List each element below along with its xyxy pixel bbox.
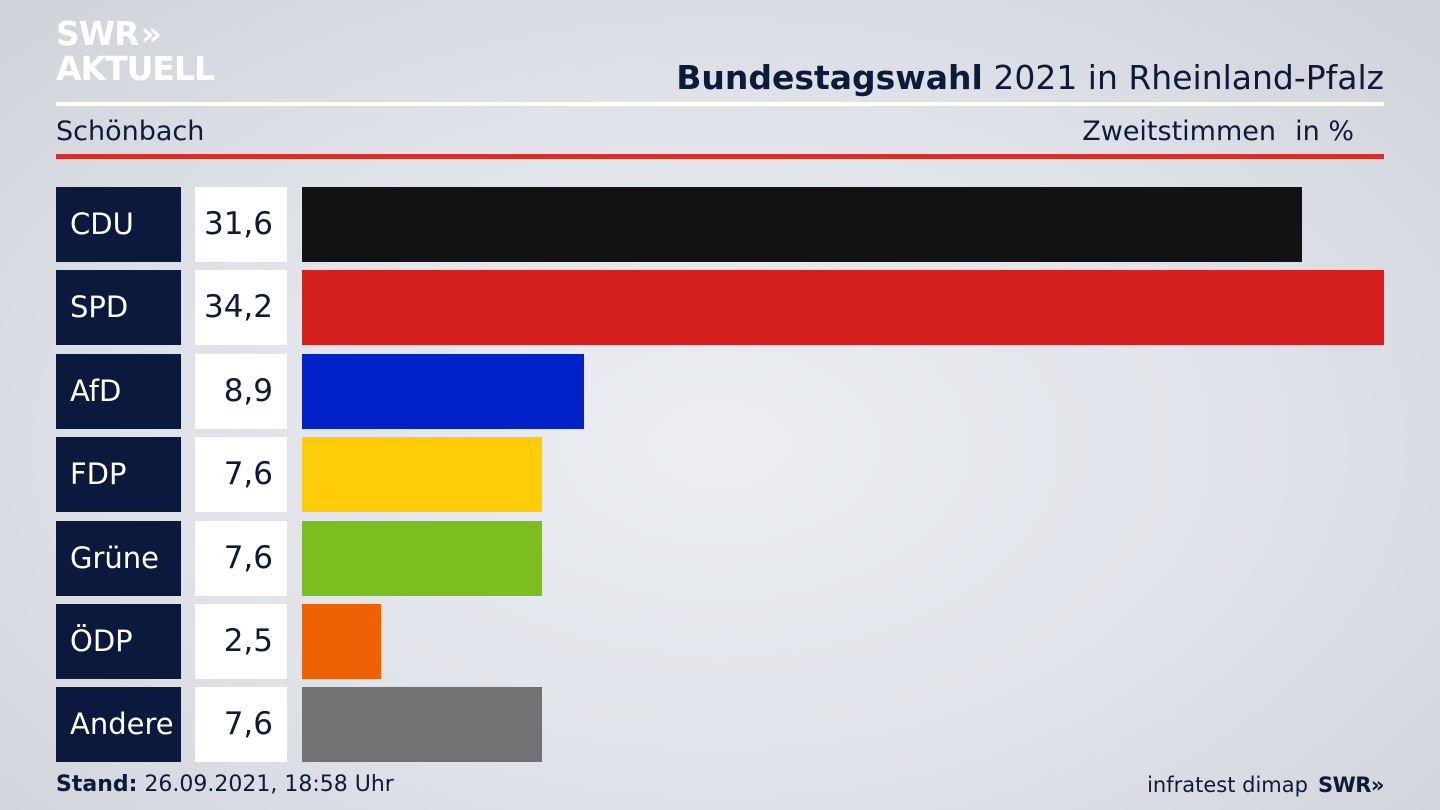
party-label--dp: ÖDP	[56, 604, 181, 679]
value-label-gr-ne: 7,6	[195, 521, 287, 596]
timestamp: Stand: 26.09.2021, 18:58 Uhr	[56, 770, 394, 800]
swr-aktuell-logo: SWR» AKTUELL	[56, 14, 215, 88]
chevron-right-icon: »	[1370, 773, 1385, 797]
swr-footer-logo: SWR»	[1317, 773, 1385, 797]
value-label-spd: 34,2	[195, 270, 287, 345]
region-subtitle: Schönbach	[56, 116, 205, 147]
party-label-gr-ne: Grüne	[56, 521, 181, 596]
source-label: infratest dimap	[1147, 773, 1308, 797]
vote-type-label: Zweitstimmen	[1082, 116, 1276, 147]
unit-label: in %	[1295, 116, 1354, 147]
stand-value: 26.09.2021, 18:58 Uhr	[137, 772, 394, 797]
accent-divider	[56, 154, 1384, 159]
title-rest: 2021 in Rheinland-Pfalz	[982, 58, 1384, 97]
chevron-right-icon: »	[140, 14, 162, 53]
title-bold: Bundestagswahl	[676, 58, 983, 97]
party-label-afd: AfD	[56, 354, 181, 429]
logo-swr-text: SWR	[56, 14, 140, 53]
bar-andere	[302, 687, 542, 762]
value-label-afd: 8,9	[195, 354, 287, 429]
party-label-fdp: FDP	[56, 437, 181, 512]
value-label-andere: 7,6	[195, 687, 287, 762]
logo-aktuell-text: AKTUELL	[56, 49, 215, 88]
page-title: Bundestagswahl 2021 in Rheinland-Pfalz	[676, 56, 1384, 100]
value-label--dp: 2,5	[195, 604, 287, 679]
party-label-cdu: CDU	[56, 187, 181, 262]
party-label-andere: Andere	[56, 687, 181, 762]
bar-afd	[302, 354, 584, 429]
bar-spd	[302, 270, 1384, 345]
bar-fdp	[302, 437, 542, 512]
header-divider	[56, 102, 1384, 106]
value-label-fdp: 7,6	[195, 437, 287, 512]
stand-label: Stand:	[56, 772, 138, 797]
value-label-cdu: 31,6	[195, 187, 287, 262]
party-label-spd: SPD	[56, 270, 181, 345]
source-credit: infratest dimap SWR»	[1147, 770, 1384, 800]
bar-cdu	[302, 187, 1302, 262]
swr-footer-text: SWR	[1317, 773, 1371, 797]
bar-gr-ne	[302, 521, 542, 596]
bar--dp	[302, 604, 381, 679]
